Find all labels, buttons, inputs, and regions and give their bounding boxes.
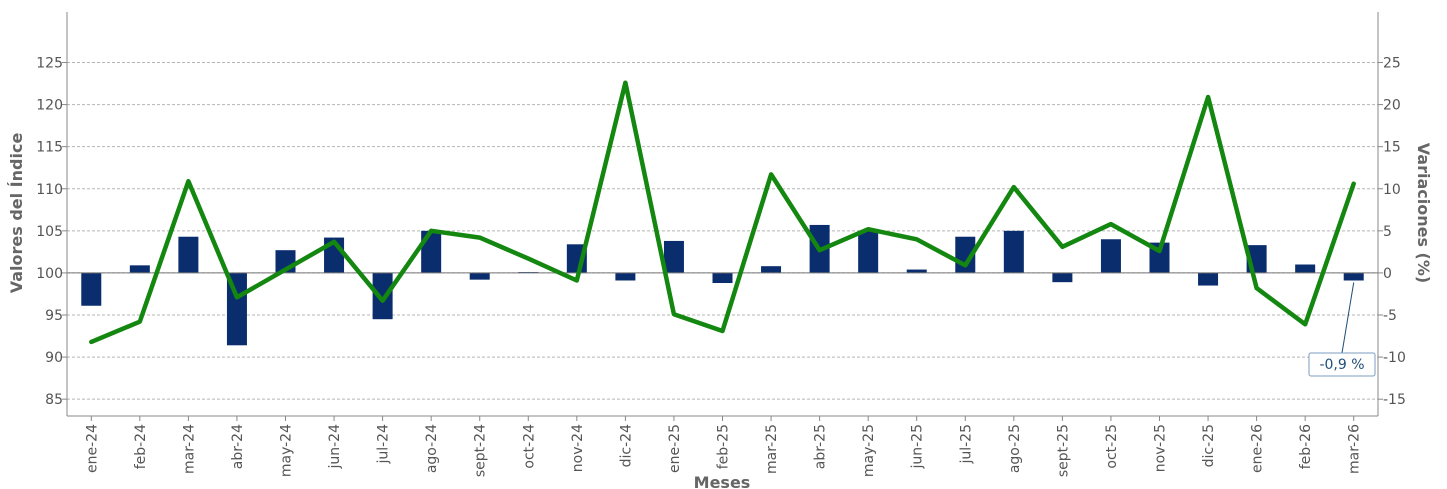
bar	[469, 272, 490, 280]
right-tick-label: -15	[1383, 392, 1406, 408]
bar	[663, 240, 684, 273]
bar	[1198, 272, 1219, 286]
right-tick-label: 25	[1383, 56, 1401, 72]
bar	[81, 272, 102, 306]
x-tick-label: may-25	[861, 424, 877, 477]
x-tick-label: mar-25	[764, 424, 780, 474]
bar	[761, 266, 782, 273]
variation-line	[89, 80, 1356, 345]
left-tick-label: 85	[45, 392, 63, 408]
x-tick-label: oct-25	[1104, 424, 1120, 469]
left-tick-label: 95	[45, 308, 63, 324]
right-tick-label: -10	[1383, 350, 1406, 366]
x-tick-label: feb-26	[1298, 424, 1314, 469]
x-tick-label: ene-26	[1250, 424, 1266, 473]
x-tick-label: ago-25	[1007, 424, 1023, 473]
bar	[1100, 239, 1121, 273]
x-tick-label: abr-25	[813, 424, 829, 469]
left-tick-label: 125	[36, 56, 63, 72]
x-tick-label: mar-24	[181, 424, 197, 474]
bar	[1343, 272, 1364, 281]
x-tick-label: jun-25	[910, 424, 926, 470]
x-tick-label: sept-25	[1055, 424, 1071, 477]
left-axis-title: Valores del Índice	[7, 133, 26, 294]
x-tick-label: mar-26	[1347, 424, 1363, 474]
x-tick-label: dic-24	[618, 424, 634, 467]
x-tick-label: ene-24	[84, 424, 100, 473]
line-series	[89, 80, 1356, 345]
right-tick-label: 0	[1383, 266, 1392, 282]
x-tick-label: ene-25	[667, 424, 683, 473]
right-tick-label: 10	[1383, 182, 1401, 198]
right-axis-title: Variaciones (%)	[1414, 143, 1433, 283]
bar	[858, 230, 879, 273]
x-tick-label: nov-24	[570, 424, 586, 472]
bar	[906, 269, 927, 273]
left-tick-label: 115	[36, 140, 63, 156]
x-tick-label: jul-25	[958, 424, 974, 465]
x-tick-label: feb-24	[133, 424, 149, 469]
callout-leader	[1341, 282, 1355, 354]
x-tick-label: nov-25	[1153, 424, 1169, 472]
right-tick-label: 20	[1383, 98, 1401, 114]
x-tick-label: dic-25	[1201, 424, 1217, 467]
callout-box	[1308, 352, 1376, 377]
bar	[1003, 230, 1024, 273]
bar	[372, 272, 393, 320]
right-tick-labels: -15 -10 -5 0 5 10 15 20 25	[1378, 56, 1406, 408]
left-tick-label: 120	[36, 98, 63, 114]
bar	[178, 236, 199, 273]
x-tick-label: jun-24	[327, 424, 343, 470]
right-tick-label: 15	[1383, 140, 1401, 156]
x-tick-label: sept-24	[473, 424, 489, 477]
left-tick-labels: 85 90 95 100 105 110 115 120 125	[36, 56, 67, 408]
gridlines	[67, 62, 1378, 400]
callout-label: -0,9 %	[1319, 357, 1364, 373]
right-tick-label: 5	[1383, 224, 1392, 240]
x-axis-title: Meses	[694, 473, 751, 489]
x-tick-label: feb-25	[716, 424, 732, 469]
bar	[1052, 272, 1073, 283]
bar	[129, 265, 150, 273]
annotation-callout: -0,9 %	[1308, 282, 1376, 377]
x-tick-label: ago-24	[424, 424, 440, 473]
left-tick-label: 105	[36, 224, 63, 240]
x-tick-label: may-24	[279, 424, 295, 477]
bar	[712, 272, 733, 284]
left-tick-label: 110	[36, 182, 63, 198]
axes	[66, 12, 1379, 417]
x-tick-label: oct-24	[521, 424, 537, 469]
x-tick-label: abr-24	[230, 424, 246, 469]
bar	[615, 272, 636, 281]
left-tick-label: 100	[36, 266, 63, 282]
right-tick-label: -5	[1383, 308, 1397, 324]
x-tick-label: jul-24	[376, 424, 392, 465]
bar	[1295, 264, 1316, 273]
left-tick-label: 90	[45, 350, 63, 366]
x-tick-labels: ene-24 feb-24 mar-24 abr-24 may-24 jun-24 jul-…	[84, 416, 1363, 477]
